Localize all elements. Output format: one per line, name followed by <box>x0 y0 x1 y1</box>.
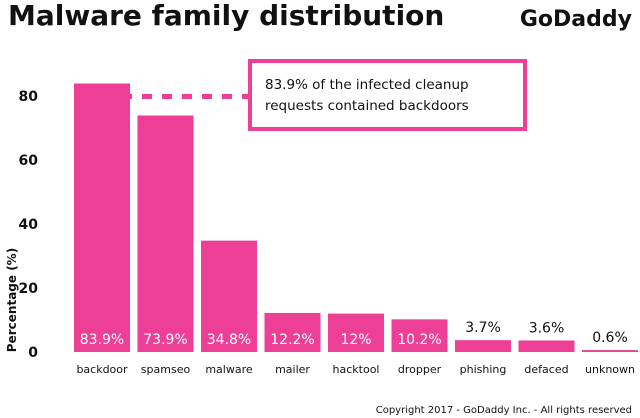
y-tick-label: 60 <box>19 153 39 169</box>
bar-backdoor <box>74 83 130 353</box>
data-label: 10.2% <box>397 332 441 348</box>
bars <box>74 83 638 353</box>
bar-defaced <box>518 340 575 352</box>
x-tick-label: hacktool <box>333 363 380 376</box>
brand-logo: GoDaddy <box>520 7 632 32</box>
bar-dropper <box>391 319 448 352</box>
data-label: 3.7% <box>465 320 501 336</box>
x-axis-ticks: backdoor spamseo malware mailer hacktool drop… <box>76 363 635 376</box>
y-tick-label: 20 <box>19 281 39 297</box>
chart-title: Malware family distribution <box>8 0 444 32</box>
annotation-line-2: requests contained backdoors <box>265 98 469 114</box>
bar-unknown <box>582 350 638 352</box>
x-tick-label: mailer <box>275 363 310 376</box>
bar-hacktool <box>328 313 384 352</box>
data-label: 73.9% <box>143 332 187 348</box>
data-label: 3.6% <box>529 320 565 336</box>
bar-mailer <box>264 312 321 352</box>
x-tick-label: dropper <box>398 363 442 376</box>
copyright-text: Copyright 2017 - GoDaddy Inc. - All righ… <box>376 405 632 416</box>
annotation-box <box>248 59 527 131</box>
bar-malware <box>201 240 257 352</box>
y-axis-label: Percentage (%) <box>5 248 19 352</box>
annotation-line-1: 83.9% of the infected cleanup <box>265 77 469 93</box>
data-label: 34.8% <box>207 332 251 348</box>
data-label: 12.2% <box>270 332 314 348</box>
y-tick-label: 80 <box>19 89 39 105</box>
x-tick-label: defaced <box>524 363 568 376</box>
x-tick-label: spamseo <box>141 363 191 376</box>
x-tick-label: malware <box>205 363 253 376</box>
data-label: 83.9% <box>80 332 124 348</box>
data-labels: 83.9% 73.9% 34.8% 12.2% 12% 10.2% 3.7% 3.6% 0.6% <box>80 320 628 348</box>
y-tick-label: 0 <box>28 345 38 361</box>
bar-phishing <box>455 340 511 352</box>
y-axis-ticks: 0 20 40 60 80 <box>19 89 39 361</box>
data-label: 12% <box>340 332 371 348</box>
data-label: 0.6% <box>592 330 628 346</box>
x-tick-label: backdoor <box>76 363 128 376</box>
y-tick-label: 40 <box>19 217 39 233</box>
x-tick-label: unknown <box>585 363 635 376</box>
bar-spamseo <box>137 115 194 353</box>
x-tick-label: phishing <box>460 363 507 376</box>
